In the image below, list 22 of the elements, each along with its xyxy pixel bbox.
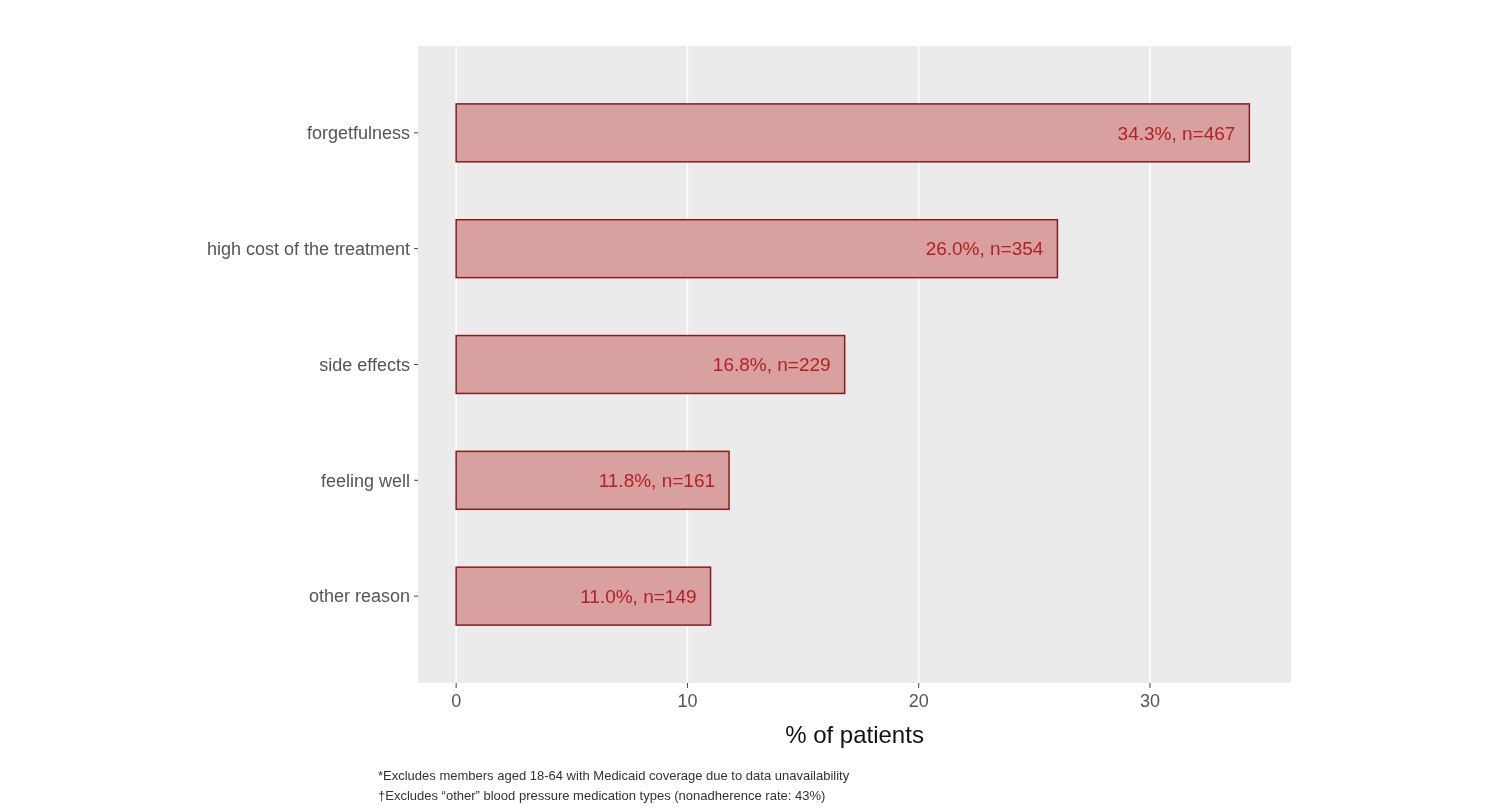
y-tick-label: high cost of the treatment bbox=[206, 238, 410, 259]
data-label: 26.0%, n=354 bbox=[925, 238, 1044, 260]
data-label: 11.0%, n=149 bbox=[580, 585, 697, 607]
bar bbox=[455, 450, 730, 511]
data-label: 16.8%, n=229 bbox=[712, 354, 831, 376]
x-tick-label: 20 bbox=[908, 691, 929, 711]
data-label: 34.3%, n=467 bbox=[1117, 122, 1236, 144]
y-tick-label: feeling well bbox=[320, 470, 410, 491]
x-tick-label: 0 bbox=[451, 691, 462, 711]
text: *Excludes members aged 18-64 with Medicaid coverage due to data unavailability bbox=[378, 768, 850, 783]
bar bbox=[455, 103, 1251, 163]
y-tick-label: forgetfulness bbox=[306, 123, 410, 144]
bar bbox=[455, 218, 1059, 279]
x-axis-title: % of patients bbox=[785, 721, 924, 748]
text: †Excludes “other” blood pressure medication types (nonadherence rate: 43%) bbox=[378, 788, 826, 803]
data-label: 11.8%, n=161 bbox=[598, 469, 716, 491]
x-tick-label: 30 bbox=[1139, 691, 1160, 711]
x-tick-label: 10 bbox=[677, 691, 698, 711]
bar bbox=[455, 334, 846, 395]
y-tick-label: side effects bbox=[319, 354, 410, 375]
y-tick-label: other reason bbox=[308, 586, 410, 607]
bar bbox=[455, 566, 712, 626]
